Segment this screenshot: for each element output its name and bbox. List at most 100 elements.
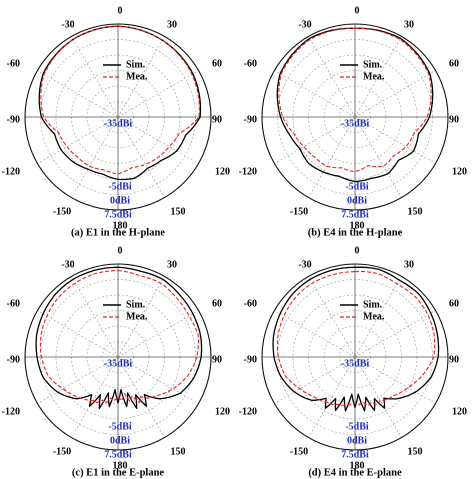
radial-label: -35dBi <box>341 358 370 369</box>
angle-tick-label: -150 <box>290 206 308 217</box>
panel-caption: (d) E4 in the E-plane <box>308 467 402 478</box>
radial-label: -5dBi <box>108 421 132 432</box>
angle-tick-label: -60 <box>7 298 20 309</box>
polar-grid <box>261 263 449 451</box>
angle-tick-label: -60 <box>244 298 257 309</box>
polar-grid <box>24 23 212 211</box>
angle-tick-label: -30 <box>298 259 311 270</box>
angle-tick-label: 120 <box>452 166 467 177</box>
radial-label: 7.5dBi <box>341 209 369 220</box>
series-line-mea <box>276 271 436 407</box>
legend: Sim.Mea. <box>103 59 148 82</box>
angle-tick-label: 150 <box>171 446 186 457</box>
angle-ticks: 0 30 60 90 120 150 180 -150 -120 -90 -60 -30 <box>2 5 230 231</box>
angle-tick-label: -90 <box>244 354 257 365</box>
grid-spoke <box>117 310 199 358</box>
angle-tick-label: -150 <box>53 206 71 217</box>
radial-label: -35dBi <box>341 118 370 129</box>
polar-plot-a: 0306090120150180-150-120-90-60-30-35dBi-… <box>2 5 230 238</box>
angle-tick-label: -60 <box>244 58 257 69</box>
grid-spoke <box>354 310 436 358</box>
angle-tick-label: 60 <box>449 58 459 69</box>
angle-tick-label: -120 <box>2 166 20 177</box>
angle-tick-label: 120 <box>215 166 230 177</box>
grid-spoke <box>117 70 199 118</box>
grid-spoke <box>354 70 436 118</box>
angle-tick-label: -150 <box>53 446 71 457</box>
angle-tick-label: 150 <box>171 206 186 217</box>
grid-spoke <box>354 116 436 164</box>
polar-panel-c: 0 30 60 90 120 150 180 -150 -120 -90 -60 -30 -35dBi -… <box>0 240 237 479</box>
angle-tick-label: 90 <box>212 354 222 365</box>
radial-label: -5dBi <box>345 181 369 192</box>
grid-spoke <box>117 356 165 438</box>
series-line-sim <box>272 266 440 412</box>
angle-tick-label: 0 <box>118 5 123 16</box>
panel-caption: (b) E4 in the H-plane <box>308 227 403 238</box>
legend-label-sim: Sim. <box>126 299 146 310</box>
angle-tick-label: -90 <box>7 114 20 125</box>
polar-panel-a: 0 30 60 90 120 150 180 -150 -120 -90 -60 -30 -35dBi -… <box>0 0 237 239</box>
legend-label-mea: Mea. <box>363 311 385 322</box>
polar-plot-b: 0306090120150180-150-120-90-60-30-35dBi-… <box>239 5 467 238</box>
angle-ticks: 0 30 60 90 120 150 180 -150 -120 -90 -60 -30 <box>239 5 467 231</box>
angle-tick-label: 0 <box>355 245 360 256</box>
angle-tick-label: -30 <box>61 19 74 30</box>
grid-spoke <box>71 36 119 118</box>
grid-spoke <box>274 310 356 358</box>
polar-grid <box>261 23 449 211</box>
legend-label-mea: Mea. <box>126 311 148 322</box>
radial-label: -5dBi <box>108 181 132 192</box>
grid-spoke <box>37 116 119 164</box>
grid-spoke <box>274 70 356 118</box>
grid-spoke <box>117 356 199 404</box>
grid-spoke <box>71 116 119 198</box>
grid-spoke <box>308 276 356 358</box>
radial-label: 7.5dBi <box>104 449 132 460</box>
grid-spoke <box>117 116 199 164</box>
grid-spoke <box>117 116 165 198</box>
grid-spoke <box>354 116 402 198</box>
legend-label-sim: Sim. <box>363 299 383 310</box>
angle-tick-label: -150 <box>290 446 308 457</box>
angle-tick-label: 30 <box>404 259 414 270</box>
angle-tick-label: -120 <box>239 166 257 177</box>
legend-label-sim: Sim. <box>363 59 383 70</box>
series-line-sim <box>38 25 202 181</box>
outer-ring <box>261 263 449 451</box>
series-line-mea <box>39 270 200 405</box>
angle-tick-label: 0 <box>355 5 360 16</box>
legend-label-sim: Sim. <box>126 59 146 70</box>
grid-spoke <box>274 116 356 164</box>
grid-spoke <box>71 276 119 358</box>
angle-tick-label: -120 <box>2 406 20 417</box>
panel-caption: (a) E1 in the H-plane <box>71 227 165 238</box>
angle-tick-label: 90 <box>449 114 459 125</box>
grid-spoke <box>37 356 119 404</box>
angle-tick-label: 60 <box>212 58 222 69</box>
outer-ring <box>24 23 212 211</box>
radial-label: 0dBi <box>347 435 367 446</box>
polar-plot-d: 0306090120150180-150-120-90-60-30-35dBi-… <box>239 245 467 478</box>
angle-tick-label: 120 <box>452 406 467 417</box>
grid-spoke <box>308 116 356 198</box>
angle-tick-label: -30 <box>61 259 74 270</box>
angle-tick-label: 180 <box>113 220 128 231</box>
radial-label: 7.5dBi <box>341 449 369 460</box>
legend: Sim.Mea. <box>103 299 148 322</box>
angle-tick-label: 30 <box>167 19 177 30</box>
angle-tick-label: 150 <box>408 206 423 217</box>
radial-labels: -35dBi -5dBi 0dBi 7.5dBi <box>104 358 133 460</box>
radial-labels: -35dBi -5dBi 0dBi 7.5dBi <box>104 118 133 220</box>
grid-spoke <box>274 356 356 404</box>
polar-panel-d: 0 30 60 90 120 150 180 -150 -120 -90 -60 -30 -35dBi -… <box>237 240 474 479</box>
series-line-mea <box>278 27 432 173</box>
grid-spoke <box>354 276 402 358</box>
grid-spoke <box>117 276 165 358</box>
outer-ring <box>24 263 212 451</box>
grid-spoke <box>354 356 402 438</box>
polar-grid <box>24 263 212 451</box>
angle-tick-label: 180 <box>350 220 365 231</box>
series-line-sim <box>276 27 434 183</box>
series-line-sim <box>35 266 203 410</box>
